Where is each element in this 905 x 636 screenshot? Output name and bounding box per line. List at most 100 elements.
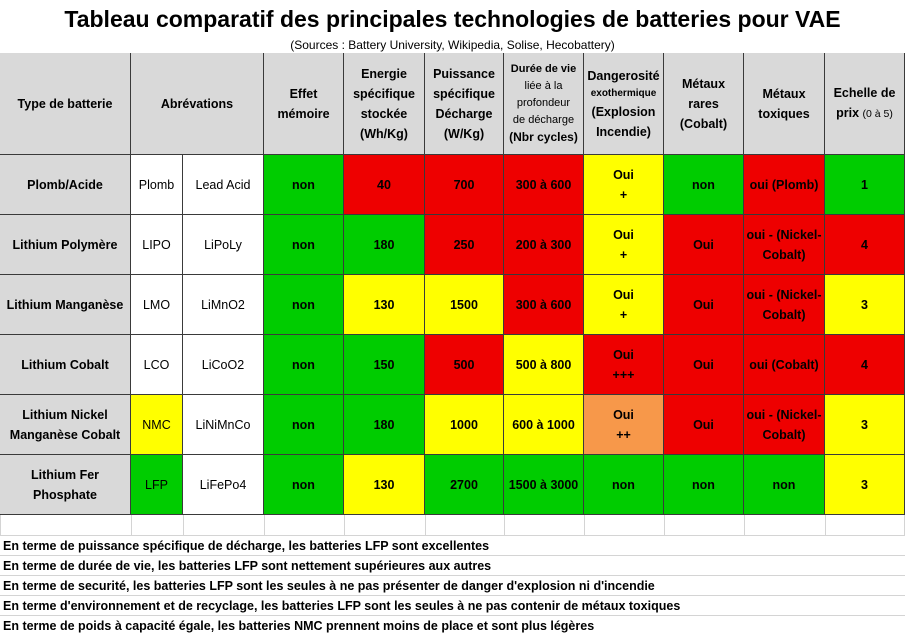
abbreviation-short-line: LFP xyxy=(145,477,168,492)
cell-prix: 4 xyxy=(825,215,905,275)
header-dangerosite-line: Dangerosité xyxy=(587,68,660,83)
cell-duree-de-vie-line: 300 à 600 xyxy=(515,177,572,192)
battery-type-name: Plomb/Acide xyxy=(0,155,131,215)
abbreviation-long: LiMnO2 xyxy=(183,275,264,335)
header-type-line: Type de batterie xyxy=(17,96,113,111)
cell-effet-memoire-line: non xyxy=(292,357,315,372)
cell-metaux-toxiques: oui - (Nickel- Cobalt) xyxy=(744,395,825,455)
cell-energie-line: 180 xyxy=(373,417,395,432)
header-prix-range: (0 à 5) xyxy=(862,108,893,120)
abbreviation-short: NMC xyxy=(131,395,183,455)
header-type: Type de batterie xyxy=(0,53,131,155)
cell-duree-de-vie: 300 à 600 xyxy=(504,155,584,215)
abbreviation-short: LFP xyxy=(131,455,183,515)
abbreviation-long-line: LiMnO2 xyxy=(201,297,245,312)
abbreviation-long-line: LiFePo4 xyxy=(199,477,247,492)
cell-metaux-toxiques: non xyxy=(744,455,825,515)
abbreviation-short: LCO xyxy=(131,335,183,395)
cell-prix-line: 1 xyxy=(861,177,868,192)
cell-puissance: 2700 xyxy=(425,455,504,515)
header-metaux-rares-line: Métaux xyxy=(681,76,726,91)
header-effet-memoire-line: Effet xyxy=(289,86,318,101)
cell-duree-de-vie: 600 à 1000 xyxy=(504,395,584,455)
abbreviation-short-line: NMC xyxy=(142,417,171,432)
abbreviation-long-line: LiNiMnCo xyxy=(195,417,251,432)
note-line: En terme de securité, les batteries LFP … xyxy=(0,575,905,595)
cell-effet-memoire: non xyxy=(264,215,344,275)
cell-duree-de-vie-line: 500 à 800 xyxy=(515,357,572,372)
header-puissance-line: spécifique xyxy=(433,86,495,101)
cell-energie-line: 130 xyxy=(373,297,395,312)
cell-dangerosite: Oui ++ xyxy=(584,395,664,455)
header-duree-de-vie-line: de décharge xyxy=(512,114,575,126)
note-line: En terme de durée de vie, les batteries … xyxy=(0,555,905,575)
header-prix-line: prix (0 à 5) xyxy=(834,103,896,124)
abbreviation-long: LiPoLy xyxy=(183,215,264,275)
battery-type-name-line: Lithium Manganèse xyxy=(6,297,124,312)
cell-prix-line: 3 xyxy=(861,417,868,432)
cell-dangerosite-line: Oui xyxy=(613,227,634,242)
cell-dangerosite-line: +++ xyxy=(612,367,635,382)
header-metaux-toxiques-line: Métaux xyxy=(762,86,806,101)
gridline-vertical xyxy=(183,515,184,535)
sources-line: (Sources : Battery University, Wikipedia… xyxy=(290,38,615,52)
cell-effet-memoire-line: non xyxy=(292,297,315,312)
header-metaux-toxiques-line: toxiques xyxy=(758,106,810,121)
abbreviation-long: LiNiMnCo xyxy=(183,395,264,455)
battery-type-name: Lithium Cobalt xyxy=(0,335,131,395)
cell-energie-line: 150 xyxy=(373,357,395,372)
cell-metaux-rares: Oui xyxy=(664,395,744,455)
cell-energie: 130 xyxy=(344,455,425,515)
battery-type-name-line: Plomb/Acide xyxy=(27,177,103,192)
header-duree-de-vie: Durée de vie liée à la profondeur de déchar… xyxy=(504,53,584,155)
header-duree-de-vie-line: Durée de vie xyxy=(510,63,577,75)
header-effet-memoire: Effet mémoire xyxy=(264,53,344,155)
cell-energie: 150 xyxy=(344,335,425,395)
cell-metaux-rares: Oui xyxy=(664,275,744,335)
abbreviation-long-line: LiPoLy xyxy=(204,237,242,252)
cell-puissance: 250 xyxy=(425,215,504,275)
header-metaux-toxiques: Métaux toxiques xyxy=(744,53,825,155)
battery-type-name-line: Lithium Nickel xyxy=(22,407,108,422)
header-dangerosite-line: exothermique xyxy=(590,87,657,99)
cell-metaux-toxiques-line: oui - (Nickel- xyxy=(746,407,822,422)
cell-effet-memoire: non xyxy=(264,335,344,395)
abbreviation-short-line: LCO xyxy=(143,357,170,372)
cell-dangerosite-line: non xyxy=(612,477,635,492)
header-abreviations-line: Abrévations xyxy=(160,96,234,111)
note-line: En terme de puissance spécifique de déch… xyxy=(0,535,905,555)
cell-duree-de-vie-line: 200 à 300 xyxy=(515,237,572,252)
cell-duree-de-vie: 200 à 300 xyxy=(504,215,584,275)
header-energie-line: (Wh/Kg) xyxy=(360,126,408,141)
cell-dangerosite-line: + xyxy=(619,247,628,262)
battery-type-name: Lithium Nickel Manganèse Cobalt xyxy=(0,395,131,455)
gridline-vertical xyxy=(584,515,585,535)
cell-metaux-rares-line: Oui xyxy=(693,417,714,432)
battery-type-name-line: Lithium Cobalt xyxy=(21,357,109,372)
header-prix: Echelle de prix (0 à 5) xyxy=(825,53,905,155)
gridline-vertical xyxy=(264,515,265,535)
header-dangerosite-line: Incendie) xyxy=(596,124,651,139)
cell-metaux-toxiques: oui - (Nickel- Cobalt) xyxy=(744,275,825,335)
cell-metaux-rares-line: Oui xyxy=(693,357,714,372)
cell-energie: 180 xyxy=(344,215,425,275)
gridline-vertical xyxy=(344,515,345,535)
cell-puissance-line: 700 xyxy=(453,177,475,192)
page-title: Tableau comparatif des principales techn… xyxy=(64,6,841,32)
header-duree-de-vie-line: profondeur xyxy=(516,97,571,109)
cell-dangerosite-line: Oui xyxy=(613,407,634,422)
cell-metaux-rares-line: non xyxy=(692,477,715,492)
abbreviation-long-line: Lead Acid xyxy=(195,177,251,192)
abbreviation-short-line: LIPO xyxy=(142,237,171,252)
abbreviation-long: LiFePo4 xyxy=(183,455,264,515)
cell-prix: 3 xyxy=(825,275,905,335)
cell-dangerosite: Oui + xyxy=(584,215,664,275)
cell-metaux-toxiques-line: non xyxy=(772,477,796,492)
cell-prix-line: 4 xyxy=(861,237,868,252)
header-puissance-line: Décharge xyxy=(435,106,493,121)
cell-puissance: 1000 xyxy=(425,395,504,455)
cell-duree-de-vie: 300 à 600 xyxy=(504,275,584,335)
cell-energie: 130 xyxy=(344,275,425,335)
abbreviation-long: Lead Acid xyxy=(183,155,264,215)
cell-duree-de-vie: 1500 à 3000 xyxy=(504,455,584,515)
